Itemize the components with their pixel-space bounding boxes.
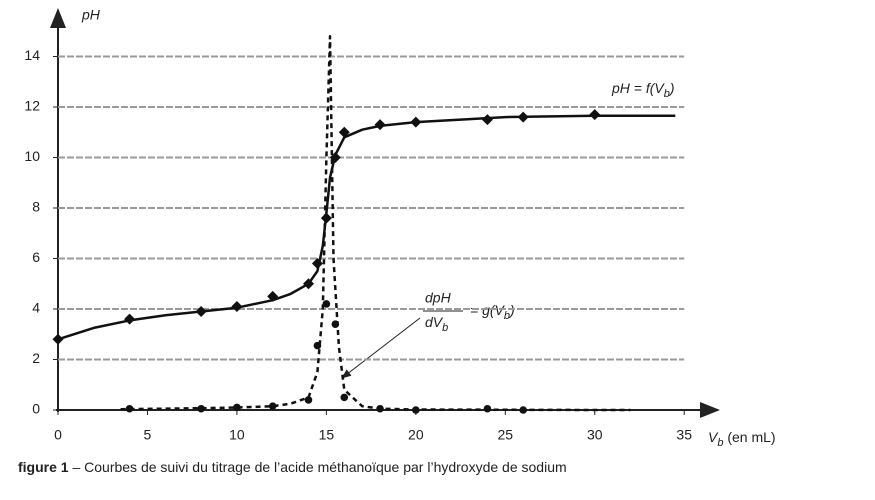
ann-g-den-a: dV xyxy=(425,314,444,330)
x-tick-label: 10 xyxy=(229,427,245,443)
x-tick-label: 30 xyxy=(587,427,603,443)
ann-g-den-sub: b xyxy=(442,322,448,334)
annotation-g-den: dVb xyxy=(425,314,448,334)
plot-area xyxy=(52,35,676,414)
x-tick-label: 0 xyxy=(54,427,62,443)
data-point xyxy=(304,396,313,404)
x-tick-label: 5 xyxy=(144,427,152,443)
ann-f-a: pH = f(V xyxy=(611,80,665,96)
data-point xyxy=(268,402,277,411)
y-tick-label: 10 xyxy=(24,148,40,164)
annotation-f: pH = f(Vb) xyxy=(611,80,675,100)
x-tick-label: 35 xyxy=(676,427,692,443)
ann-f-sub: b xyxy=(664,88,670,100)
x-axis-label: Vb (en mL) xyxy=(708,429,776,449)
y-tick-label: 2 xyxy=(32,350,40,366)
caption: figure 1 – Courbes de suivi du titrage d… xyxy=(18,459,567,475)
y-tick-label: 4 xyxy=(32,300,40,316)
ann-f-c: ) xyxy=(668,80,675,96)
data-point xyxy=(481,114,493,126)
x-tick-label: 15 xyxy=(319,427,335,443)
y-tick-label: 8 xyxy=(32,199,40,215)
curve xyxy=(57,114,676,341)
annotation-g-eq: = g(Vb) xyxy=(470,302,515,322)
data-point xyxy=(322,300,331,308)
data-point xyxy=(125,404,134,413)
caption-text: – Courbes de suivi du titrage de l’acide… xyxy=(69,459,567,475)
ann-g-eq-sub: b xyxy=(504,310,510,322)
annotation-arrow xyxy=(341,317,421,379)
curve xyxy=(120,35,631,412)
y-tick-label: 0 xyxy=(32,401,40,417)
data-point xyxy=(197,404,205,413)
x-tick-label: 25 xyxy=(498,427,514,443)
data-point xyxy=(233,403,241,412)
annotation-g-num: dpH xyxy=(425,290,452,306)
y-axis-label: pH xyxy=(81,7,101,23)
x-label-unit: (en mL) xyxy=(723,429,775,445)
grid: 0 2 4 6 8 10 12 14 0 5 10 15 20 25 30 35 xyxy=(24,47,692,443)
caption-label: figure 1 xyxy=(18,459,69,475)
x-label-v: V xyxy=(708,429,719,445)
y-tick-label: 6 xyxy=(32,249,40,265)
y-tick-label: 14 xyxy=(24,47,40,63)
data-point xyxy=(340,393,349,402)
x-label-sub: b xyxy=(717,437,723,449)
y-tick-label: 12 xyxy=(24,98,40,114)
x-tick-label: 20 xyxy=(408,427,424,443)
